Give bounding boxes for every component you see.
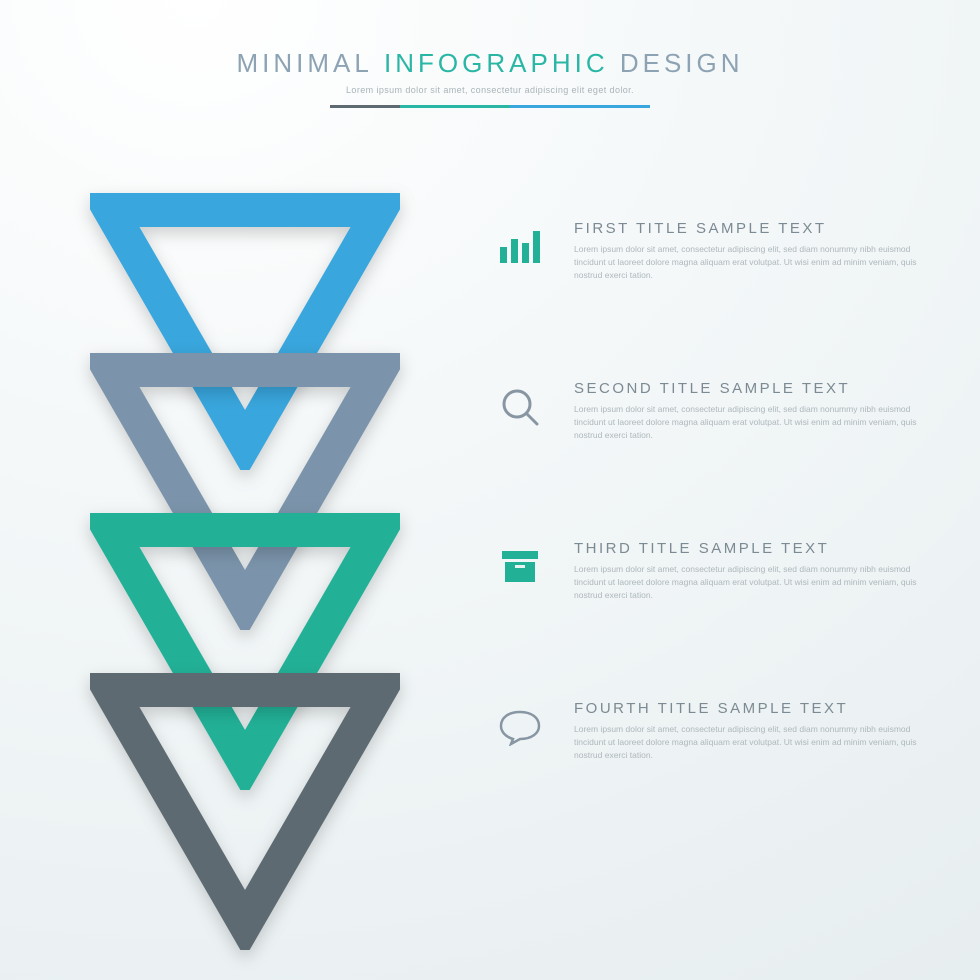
main-title: MINIMAL INFOGRAPHIC DESIGN: [0, 48, 980, 79]
search-icon: [490, 382, 550, 432]
subtitle: Lorem ipsum dolor sit amet, consectetur …: [0, 85, 980, 95]
item-4: FOURTH TITLE SAMPLE TEXT Lorem ipsum dol…: [490, 700, 930, 860]
item-title: FIRST TITLE SAMPLE TEXT: [574, 220, 930, 237]
item-1: FIRST TITLE SAMPLE TEXT Lorem ipsum dolo…: [490, 220, 930, 380]
item-body: Lorem ipsum dolor sit amet, consectetur …: [574, 563, 930, 603]
item-body: Lorem ipsum dolor sit amet, consectetur …: [574, 243, 930, 283]
items-list: FIRST TITLE SAMPLE TEXT Lorem ipsum dolo…: [490, 220, 930, 860]
title-underline: [330, 105, 650, 108]
bar-chart-icon: [490, 222, 550, 272]
item-3: THIRD TITLE SAMPLE TEXT Lorem ipsum dolo…: [490, 540, 930, 700]
title-word-3: DESIGN: [620, 48, 744, 78]
speech-bubble-icon: [490, 702, 550, 752]
title-word-1: MINIMAL: [236, 48, 372, 78]
item-title: THIRD TITLE SAMPLE TEXT: [574, 540, 930, 557]
header: MINIMAL INFOGRAPHIC DESIGN Lorem ipsum d…: [0, 48, 980, 108]
archive-box-icon: [490, 542, 550, 592]
title-word-2: INFOGRAPHIC: [384, 48, 609, 78]
item-title: FOURTH TITLE SAMPLE TEXT: [574, 700, 930, 717]
item-2: SECOND TITLE SAMPLE TEXT Lorem ipsum dol…: [490, 380, 930, 540]
item-body: Lorem ipsum dolor sit amet, consectetur …: [574, 403, 930, 443]
triangle-4: [90, 670, 400, 950]
triangle-stack: [0, 190, 490, 930]
underline-seg-1: [330, 105, 400, 108]
item-title: SECOND TITLE SAMPLE TEXT: [574, 380, 930, 397]
underline-seg-3: [510, 105, 650, 108]
underline-seg-2: [400, 105, 510, 108]
item-body: Lorem ipsum dolor sit amet, consectetur …: [574, 723, 930, 763]
